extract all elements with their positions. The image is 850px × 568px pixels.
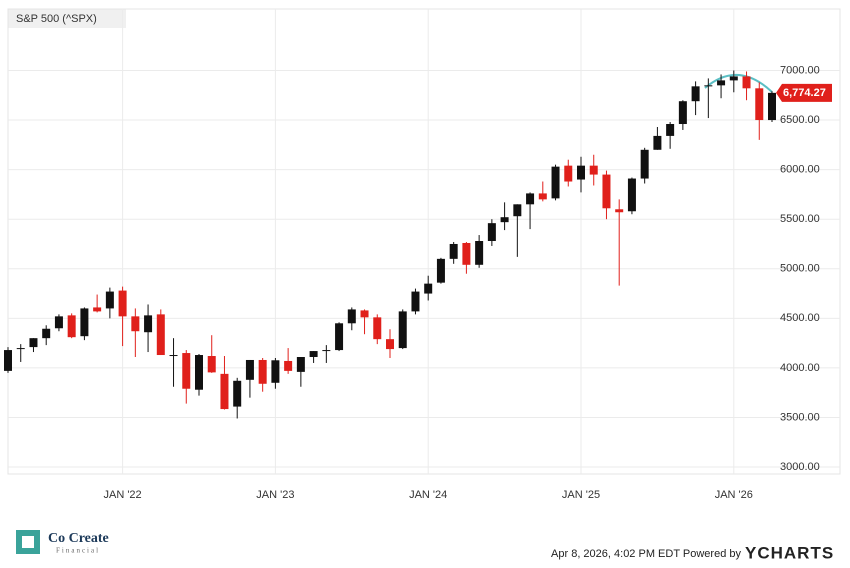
logo-icon-inner — [22, 536, 34, 548]
candle-body — [589, 165, 598, 175]
candle-body — [462, 242, 471, 265]
candle-body — [704, 85, 713, 87]
brand: YCHARTS — [745, 543, 834, 562]
x-tick-label: JAN '25 — [562, 489, 600, 501]
candle-body — [67, 315, 76, 338]
candle-body — [80, 308, 89, 337]
x-tick-label: JAN '26 — [715, 489, 753, 501]
y-tick-label: 5000.00 — [780, 263, 820, 275]
candle-body — [678, 101, 687, 125]
candle-body — [335, 323, 344, 351]
y-tick-label: 3000.00 — [780, 461, 820, 473]
candle-body — [258, 359, 267, 384]
last-price-label: 6,774.27 — [783, 87, 826, 99]
x-tick-label: JAN '23 — [256, 489, 294, 501]
y-tick-label: 6000.00 — [780, 164, 820, 176]
candle-body — [602, 174, 611, 209]
logo-sub: Financial — [56, 547, 100, 555]
candle-body — [627, 178, 636, 212]
candle-body — [551, 166, 560, 199]
x-tick-label: JAN '24 — [409, 489, 447, 501]
plot-frame — [7, 8, 841, 475]
candle-body — [29, 338, 38, 348]
logo-name: Co Create — [48, 531, 109, 546]
candle-body — [513, 204, 522, 217]
candle-body — [296, 357, 305, 372]
candle-body — [54, 316, 63, 329]
candle-body — [182, 353, 191, 389]
candle-body — [118, 290, 127, 317]
y-tick-label: 7000.00 — [780, 64, 820, 76]
footer: Apr 8, 2026, 4:02 PM EDT Powered by — [551, 548, 741, 560]
candle-body — [4, 350, 12, 371]
candle-body — [195, 355, 203, 390]
candle-body — [666, 124, 675, 136]
candle-body — [373, 317, 382, 340]
y-tick-label: 4000.00 — [780, 362, 820, 374]
candle-body — [309, 351, 318, 358]
logo: Co Create Financial — [16, 530, 109, 555]
candle-body — [42, 328, 51, 339]
y-tick-label: 5500.00 — [780, 213, 820, 225]
chart-title: S&P 500 (^SPX) — [16, 13, 97, 25]
candle-body — [526, 193, 535, 205]
candle-body — [144, 315, 153, 333]
candle-body — [245, 359, 254, 380]
candle-body — [500, 217, 509, 223]
candle-body — [386, 339, 394, 350]
candle-body — [564, 165, 573, 182]
plot: 3000.00 3500.00 4000.00 4500.00 5000.00 5500.… — [4, 8, 841, 501]
candle-body — [436, 258, 445, 283]
candle-body — [131, 316, 140, 332]
last-price-badge — [776, 83, 832, 102]
y-tick-label: 4500.00 — [780, 312, 820, 324]
candle-body — [691, 86, 700, 102]
candle-body — [640, 149, 649, 179]
candle-body — [169, 355, 178, 357]
candle-body — [271, 360, 280, 383]
y-tick-label: 6500.00 — [780, 114, 820, 126]
candle-body — [284, 360, 293, 371]
candle-body — [755, 88, 764, 121]
candle-body — [717, 80, 726, 86]
candle-body — [538, 193, 547, 200]
candle-body — [729, 76, 738, 81]
y-tick-label: 3500.00 — [780, 411, 820, 423]
candle-body — [615, 209, 624, 213]
candle-body — [105, 291, 114, 309]
candle-body — [398, 311, 407, 349]
candle-body — [207, 356, 216, 373]
candle-body — [93, 307, 102, 312]
candle-body — [220, 373, 229, 410]
candle-body — [653, 135, 662, 150]
candle-body — [449, 243, 458, 259]
candle-body — [475, 241, 484, 265]
x-tick-label: JAN '22 — [104, 489, 142, 501]
candle-body — [16, 348, 25, 350]
candle-body — [742, 76, 751, 89]
candle-body — [322, 350, 331, 352]
top-arc — [704, 74, 773, 93]
candle-body — [156, 314, 165, 356]
candle-body — [233, 380, 242, 407]
candle-body — [411, 291, 420, 312]
candle-body — [360, 310, 369, 318]
title-box — [8, 9, 126, 28]
candle-body — [768, 92, 776, 121]
candle-body — [347, 309, 356, 324]
candle-body — [577, 165, 585, 180]
candle-body — [424, 283, 433, 294]
candle-body — [487, 223, 496, 242]
